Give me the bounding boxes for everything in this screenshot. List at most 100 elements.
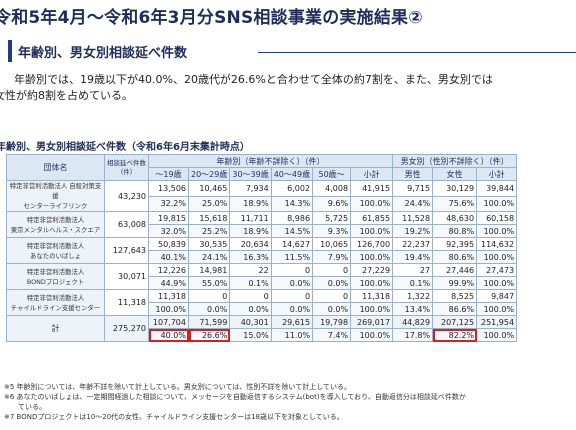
highlighted-percent-cell: 26.6% — [187, 328, 231, 342]
org-name: 特定非営利活動法人 東京メンタルヘルス・スクエア — [6, 211, 105, 238]
count-cell: 48,630 — [432, 211, 478, 225]
lead-line-1: 年齢別では、19歳以下が40.0%、20歳代が26.6%と合わせて全体の約7割を… — [14, 73, 493, 86]
count-cell: 1,322 — [392, 289, 434, 303]
percent-cell: 100.0% — [476, 195, 518, 212]
count-cell: 27,229 — [350, 263, 394, 277]
percent-cell: 100.0% — [476, 276, 518, 290]
count-cell: 0 — [229, 289, 272, 303]
count-cell: 44,829 — [392, 315, 434, 329]
percent-cell: 18.9% — [229, 195, 272, 212]
percent-cell: 100.0% — [350, 195, 394, 212]
percent-cell: 32.2% — [148, 195, 189, 212]
percent-cell: 24.1% — [187, 250, 231, 264]
percent-cell: 80.8% — [432, 224, 478, 238]
count-cell: 0 — [187, 289, 231, 303]
percent-cell: 0.0% — [187, 302, 231, 316]
count-cell: 126,700 — [350, 237, 394, 251]
org-name: 特定非営利活動法人 チャイルドライン支援センター — [6, 289, 105, 316]
percent-cell: 100.0% — [148, 302, 189, 316]
count-cell: 13,506 — [148, 180, 189, 197]
total-count-cell: 127,643 — [104, 237, 149, 264]
total-count-cell: 30,071 — [104, 263, 149, 290]
count-cell: 71,599 — [187, 315, 231, 329]
count-cell: 29,615 — [270, 315, 314, 329]
header-age-col: 50歳～ — [312, 167, 352, 181]
count-cell: 11,528 — [392, 211, 434, 225]
count-cell: 19,815 — [148, 211, 189, 225]
header-age-col: 20～29歳 — [187, 167, 231, 181]
percent-cell: 44.9% — [148, 276, 189, 290]
count-cell: 207,125 — [432, 315, 478, 329]
total-count-cell: 43,230 — [104, 180, 149, 212]
org-name-line: 特定非営利活動法人 — [26, 267, 85, 276]
percent-cell: 0.1% — [392, 276, 434, 290]
count-cell: 92,395 — [432, 237, 478, 251]
header-sex-group: 男女別（性別不詳除く）（件） — [392, 154, 518, 168]
lead-line-2: 女性が約8割を占めている。 — [0, 89, 133, 102]
percent-cell: 100.0% — [350, 224, 394, 238]
percent-cell: 86.6% — [432, 302, 478, 316]
table-row-percent: 100.0% 0.0% 0.0% 0.0% 0.0% 100.0% 13.4% 86.6% 10… — [7, 302, 518, 316]
footnote: ※7 BONDプロジェクトは10～20代の女性、チャイルドライン支援センターは1… — [4, 413, 344, 421]
percent-cell: 24.4% — [392, 195, 434, 212]
count-cell: 114,632 — [476, 237, 518, 251]
count-cell: 4,008 — [312, 180, 352, 197]
percent-cell: 13.4% — [392, 302, 434, 316]
percent-cell: 7.4% — [312, 328, 352, 342]
footnote: ※6 あなたのいばしょは、一定期間経過した相談について、メッセージを自動返信する… — [4, 393, 466, 401]
count-cell: 0 — [312, 289, 352, 303]
total-count-cell: 11,318 — [104, 289, 149, 316]
table-row: 特定非営利活動法人 東京メンタルヘルス・スクエア 63,008 19,815 15,61… — [6, 211, 518, 238]
header-sex-col: 女性 — [432, 167, 478, 181]
percent-cell: 25.2% — [187, 224, 231, 238]
percent-cell: 18.9% — [229, 224, 272, 238]
percent-cell: 25.0% — [187, 195, 231, 212]
table-title: 年齢別、男女別相談延べ件数（令和6年6月末集計時点） — [0, 142, 250, 153]
percent-cell: 100.0% — [350, 302, 394, 316]
percent-cell: 19.4% — [392, 250, 434, 264]
count-cell: 7,934 — [229, 180, 272, 197]
count-cell: 10,065 — [312, 237, 352, 251]
count-cell: 19,798 — [312, 315, 352, 329]
highlighted-percent-cell: 40.0% — [148, 328, 189, 342]
percent-cell: 80.6% — [432, 250, 478, 264]
table-row: 特定非営利活動法人 自殺対策支援 センターライフリンク 43,230 13,506 10… — [6, 180, 518, 212]
header-sex-col: 小計 — [476, 167, 518, 181]
count-cell: 9,715 — [392, 180, 434, 197]
percent-cell: 99.9% — [432, 276, 478, 290]
percent-cell: 9.6% — [312, 195, 352, 212]
count-cell: 40,301 — [229, 315, 272, 329]
header-age-col: 30～39歳 — [229, 167, 272, 181]
percent-cell: 19.2% — [392, 224, 434, 238]
percent-cell: 55.0% — [187, 276, 231, 290]
count-cell: 22 — [229, 263, 272, 277]
org-name-line: 特定非営利活動法人 自殺対策支援 — [9, 182, 102, 200]
percent-cell: 100.0% — [476, 328, 518, 342]
org-name-line: 特定非営利活動法人 — [26, 215, 85, 224]
percent-cell: 100.0% — [476, 224, 518, 238]
count-cell: 12,226 — [148, 263, 189, 277]
header-age-col: ～19歳 — [148, 167, 189, 181]
count-cell: 27 — [392, 263, 434, 277]
percent-cell: 16.3% — [229, 250, 272, 264]
count-cell: 30,535 — [187, 237, 231, 251]
section-heading-text: 年齢別、男女別相談延べ件数 — [18, 46, 188, 61]
section-heading: 年齢別、男女別相談延べ件数 — [8, 40, 576, 62]
org-name: 特定非営利活動法人 自殺対策支援 センターライフリンク — [6, 180, 105, 212]
table-row-percent: 32.2% 25.0% 18.9% 14.3% 9.6% 100.0% 24.4% 75.6%… — [7, 195, 518, 212]
table-row: 特定非営利活動法人 あなたのいばしょ 127,643 50,839 30,535 20,6… — [6, 237, 518, 264]
percent-cell: 11.5% — [270, 250, 314, 264]
org-name-line: 特定非営利活動法人 — [26, 293, 85, 302]
count-cell: 30,129 — [432, 180, 478, 197]
slide-title: 令和5年4月～令和6年3月分SNS相談事業の実施結果② — [0, 8, 423, 28]
count-cell: 107,704 — [148, 315, 189, 329]
count-cell: 5,725 — [312, 211, 352, 225]
table-row-percent: 40.1% 24.1% 16.3% 11.5% 7.9% 100.0% 19.4% 80.6%… — [7, 250, 518, 264]
count-cell: 20,634 — [229, 237, 272, 251]
org-name-line: 東京メンタルヘルス・スクエア — [10, 225, 101, 234]
count-cell: 11,711 — [229, 211, 272, 225]
org-name: 特定非営利活動法人 BONDプロジェクト — [6, 263, 105, 290]
percent-cell: 100.0% — [350, 250, 394, 264]
count-cell: 9,847 — [476, 289, 518, 303]
table-row-percent: 32.0% 25.2% 18.9% 14.5% 9.3% 100.0% 19.2% 80.8%… — [7, 224, 518, 238]
